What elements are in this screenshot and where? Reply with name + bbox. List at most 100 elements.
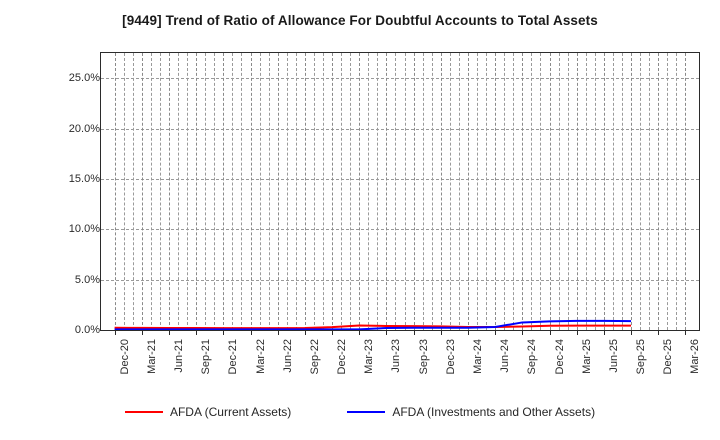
gridline-vertical-minor [214,53,216,330]
gridline-vertical [141,53,143,330]
legend-item-afda-investments-other-assets: AFDA (Investments and Other Assets) [347,405,595,419]
gridline-vertical-minor [313,53,315,330]
legend-label: AFDA (Current Assets) [169,405,292,419]
gridline-vertical [413,53,415,330]
x-axis-tick-mark [304,331,306,335]
chart-title: [9449] Trend of Ratio of Allowance For D… [122,13,598,28]
gridline-vertical-minor [594,53,596,330]
x-axis-tick-label: Sep-21 [200,339,213,375]
y-axis-tick-label: 25.0% [68,72,100,85]
gridline-vertical-minor [585,53,587,330]
gridline-vertical [250,53,252,330]
x-axis-tick-label: Sep-24 [526,339,539,375]
y-axis-tick-label: 10.0% [68,223,100,236]
gridline-vertical [685,53,687,330]
x-axis-tick-label: Jun-22 [281,339,294,373]
gridline-vertical-minor [178,53,179,330]
x-axis-tick-label: Dec-22 [336,339,349,375]
x-axis-tick-mark [114,331,116,335]
data-series-layer [114,319,632,330]
gridline-vertical [440,53,442,330]
x-axis-tick-label: Jun-21 [172,339,185,373]
gridline-vertical [576,53,578,330]
y-axis-tick-label: 0.0% [74,324,100,336]
x-axis-tick-mark [168,331,170,335]
gridline-vertical-minor [422,53,424,330]
x-axis-tick-label: Mar-24 [471,339,484,374]
x-axis-tick-label: Dec-23 [444,339,457,375]
gridline-vertical-minor [477,53,478,330]
gridline-vertical-minor [667,53,669,330]
gridline-vertical-minor [132,53,134,330]
gridline-vertical-minor [431,53,433,330]
gridline-vertical-minor [649,53,651,330]
gridline-vertical-minor [322,53,324,330]
series-line-current-assets [114,324,632,330]
gridline-vertical-minor [612,53,614,330]
y-axis-tick-label: 20.0% [68,122,100,135]
legend-item-afda-current-assets: AFDA (Current Assets) [124,405,292,419]
gridline-horizontal [101,178,699,180]
gridline-horizontal [101,128,699,130]
gridline-vertical-minor [395,53,397,330]
gridline-vertical-minor [123,53,125,330]
gridline-vertical-minor [676,53,678,330]
gridline-vertical-minor [295,53,297,330]
x-axis-tick-mark [413,331,415,335]
gridline-vertical-minor [640,53,642,330]
x-axis-tick-mark [576,331,578,335]
gridline-vertical [603,53,605,330]
gridline-vertical-minor [567,53,569,330]
gridline-vertical-minor [241,53,243,330]
y-axis-tick-label: 15.0% [68,172,100,185]
x-axis-tick-mark [386,331,388,335]
x-axis-tick-label: Jun-24 [499,339,512,373]
x-axis-tick-label: Jun-25 [607,339,620,373]
gridline-vertical [359,53,361,330]
gridline-vertical-minor [531,53,533,330]
gridline-vertical [549,53,551,330]
gridline-vertical-minor [404,53,406,330]
x-axis-tick-mark [631,331,633,335]
gridline-vertical [631,53,633,330]
gridline-vertical-minor [458,53,460,330]
gridline-vertical-minor [187,53,189,330]
x-axis-tick-label: Sep-25 [635,339,648,375]
plot-area [100,52,700,331]
x-axis-tick-mark [223,331,225,335]
gridline-vertical [223,53,225,330]
gridline-vertical-minor [150,53,152,330]
x-axis-tick-mark [196,331,198,335]
x-axis-tick-mark [440,331,442,335]
gridline-vertical-minor [449,53,451,330]
gridline-vertical [332,53,334,330]
gridline-vertical-minor [558,53,560,330]
legend-swatch-red [124,411,163,413]
x-axis-tick-mark [522,331,524,335]
x-axis-tick-mark [467,331,469,335]
y-axis-tick-label: 5.0% [74,273,100,286]
x-axis-tick-label: Mar-26 [689,339,702,374]
gridline-vertical-minor [350,53,352,330]
gridline-vertical [304,53,306,330]
gridline-vertical [196,53,198,330]
x-axis-tick-mark [332,331,334,335]
gridline-vertical [522,53,524,330]
x-axis-tick-label: Dec-20 [118,339,131,375]
x-axis-tick-label: Mar-22 [254,339,267,374]
x-axis-tick-mark [603,331,605,335]
gridline-vertical-minor [377,53,379,330]
gridline-vertical-minor [540,53,542,330]
gridline-vertical [386,53,388,330]
gridline-vertical-minor [268,53,270,330]
x-axis-tick-label: Sep-22 [308,339,321,375]
gridline-vertical [277,53,279,330]
x-axis-tick-label: Dec-25 [662,339,675,375]
gridline-vertical-minor [486,53,488,330]
chart-legend: AFDA (Current Assets) AFDA (Investments … [0,405,720,419]
x-axis-tick-label: Jun-23 [390,339,403,373]
gridline-vertical-minor [504,53,506,330]
gridline-vertical-minor [159,53,161,330]
x-axis-tick-label: Mar-25 [580,339,593,374]
